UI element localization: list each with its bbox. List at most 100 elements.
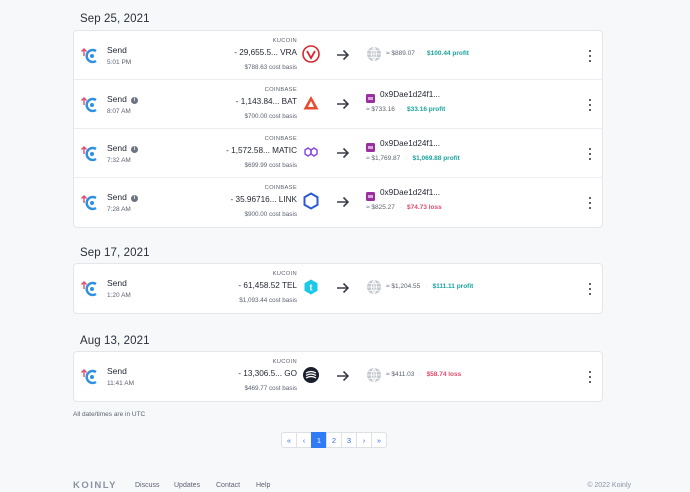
- next-page-button[interactable]: ›: [356, 432, 372, 448]
- transaction-amount: - 13,306.5... GO: [238, 369, 297, 378]
- destination-value: ≈ $825.27 · $74.73 loss: [366, 204, 442, 211]
- more-options-icon[interactable]: [587, 197, 593, 209]
- wallet-address[interactable]: 0x9Dae1d24f1...: [380, 188, 441, 197]
- footer-link-contact[interactable]: Contact: [216, 482, 241, 489]
- transaction-time: 11:41 AM: [107, 380, 134, 387]
- transaction-time: 1:20 AM: [107, 292, 131, 299]
- matic-coin-icon: [302, 143, 320, 161]
- date-header: Aug 13, 2021: [80, 335, 150, 347]
- svg-text:t: t: [310, 283, 313, 293]
- globe-icon: [366, 367, 382, 383]
- wallet-address[interactable]: 0x9Dae1d24f1...: [380, 139, 441, 148]
- transaction-amount: - 35.96716... LINK: [230, 195, 297, 204]
- date-header: Sep 17, 2021: [80, 247, 150, 259]
- profit-loss-value: $1,069.88 profit: [412, 155, 460, 162]
- transaction-type-text: Send: [107, 94, 127, 104]
- tel-coin-icon: t: [302, 278, 320, 296]
- destination-amount: ≈ $1,204.55: [386, 283, 421, 290]
- profit-loss-value: $74.73 loss: [407, 204, 442, 211]
- exchange-name: COINBASE: [264, 87, 297, 93]
- vra-coin-icon: [302, 45, 320, 63]
- transaction-amount: - 1,143.84... BAT: [235, 97, 297, 106]
- more-options-icon[interactable]: [587, 283, 593, 295]
- wallet-icon: [366, 188, 375, 201]
- transaction-type-label: Send i: [107, 143, 138, 153]
- info-icon[interactable]: i: [130, 97, 138, 104]
- page-1-button[interactable]: 1: [311, 432, 327, 448]
- transaction-type-text: Send: [107, 45, 127, 55]
- pagination: « ‹ 1 2 3 › »: [281, 432, 387, 448]
- transaction-type-label: Send: [107, 45, 127, 55]
- globe-icon: [366, 279, 382, 295]
- profit-loss-value: $111.11 profit: [432, 283, 474, 290]
- transaction-amount: - 29,655.5... VRA: [234, 48, 297, 57]
- transaction-row[interactable]: Send i 7:28 AM COINBASE - 35.96716... LINK $9…: [74, 178, 602, 227]
- page-2-button[interactable]: 2: [326, 432, 342, 448]
- footer-link-updates[interactable]: Updates: [174, 482, 201, 489]
- wallet-address[interactable]: 0x9Dae1d24f1...: [380, 90, 441, 99]
- destination-value: ≈ $1,769.87 · $1,069.88 profit: [366, 155, 460, 162]
- profit-loss-value: $100.44 profit: [427, 50, 469, 57]
- separator-dot: ·: [419, 50, 423, 57]
- prev-page-button[interactable]: ‹: [296, 432, 312, 448]
- profit-loss-value: $58.74 loss: [426, 371, 462, 378]
- wallet-icon: [366, 139, 375, 152]
- arrow-right-icon: [336, 48, 350, 62]
- send-type-icon: [81, 47, 101, 65]
- separator-dot: ·: [405, 155, 408, 162]
- arrow-right-icon: [336, 369, 350, 383]
- info-icon[interactable]: i: [130, 195, 138, 202]
- exchange-name: KUCOIN: [272, 38, 297, 44]
- wallet-icon: [366, 90, 375, 103]
- link-coin-icon: [302, 192, 320, 210]
- destination-amount: ≈ $1,769.87: [366, 155, 401, 162]
- separator-dot: ·: [399, 106, 403, 113]
- transaction-type-text: Send: [107, 278, 127, 288]
- transaction-row[interactable]: Send 5:01 PM KUCOIN - 29,655.5... VRA $788.6…: [74, 31, 602, 80]
- transaction-row[interactable]: Send 1:20 AM KUCOIN - 61,458.52 TEL $1,093.4…: [74, 264, 602, 313]
- transaction-amount: - 61,458.52 TEL: [238, 281, 297, 290]
- transaction-row[interactable]: Send i 7:32 AM COINBASE - 1,572.58... MATIC $…: [74, 129, 602, 178]
- cost-basis: $700.00 cost basis: [244, 113, 297, 120]
- destination-amount: ≈ $733.16: [366, 106, 395, 113]
- transaction-row[interactable]: Send 11:41 AM KUCOIN - 13,306.5... GO $469.7…: [74, 352, 602, 401]
- footer-link-discuss[interactable]: Discuss: [135, 482, 160, 489]
- last-page-button[interactable]: »: [371, 432, 387, 448]
- globe-icon: [366, 46, 382, 62]
- footer-link-help[interactable]: Help: [256, 482, 271, 489]
- page-3-button[interactable]: 3: [341, 432, 357, 448]
- info-icon[interactable]: i: [130, 146, 138, 153]
- more-options-icon[interactable]: [587, 371, 593, 383]
- more-options-icon[interactable]: [587, 50, 593, 62]
- more-options-icon[interactable]: [587, 99, 593, 111]
- transaction-time: 7:28 AM: [107, 206, 131, 213]
- transaction-time: 7:32 AM: [107, 157, 131, 164]
- transaction-time: 5:01 PM: [107, 59, 132, 66]
- transaction-type-text: Send: [107, 366, 127, 376]
- transaction-amount: - 1,572.58... MATIC: [226, 146, 297, 155]
- transaction-group-card: Send 5:01 PM KUCOIN - 29,655.5... VRA $788.6…: [73, 30, 603, 228]
- transaction-row[interactable]: Send i 8:07 AM COINBASE - 1,143.84... BAT $70…: [74, 80, 602, 129]
- separator-dot: ·: [419, 371, 422, 378]
- cost-basis: $699.99 cost basis: [244, 162, 297, 169]
- first-page-button[interactable]: «: [281, 432, 297, 448]
- footer-logo[interactable]: KOINLY: [73, 480, 118, 491]
- cost-basis: $900.00 cost basis: [244, 211, 297, 218]
- send-type-icon: [81, 96, 101, 114]
- send-type-icon: [81, 280, 101, 298]
- exchange-name: KUCOIN: [272, 359, 297, 365]
- go-coin-icon: [302, 366, 320, 384]
- transaction-group-card: Send 11:41 AM KUCOIN - 13,306.5... GO $469.7…: [73, 351, 603, 402]
- bat-coin-icon: [302, 94, 320, 112]
- destination-amount: ≈ $889.07: [386, 50, 415, 57]
- transaction-group-card: Send 1:20 AM KUCOIN - 61,458.52 TEL $1,093.4…: [73, 263, 603, 314]
- transaction-type-text: Send: [107, 143, 127, 153]
- destination-amount: ≈ $411.03: [386, 371, 415, 378]
- destination-value: ≈ $733.16 · $33.16 profit: [366, 106, 445, 113]
- arrow-right-icon: [336, 97, 350, 111]
- profit-loss-value: $33.16 profit: [407, 106, 446, 113]
- exchange-name: KUCOIN: [272, 271, 297, 277]
- exchange-name: COINBASE: [264, 136, 297, 142]
- more-options-icon[interactable]: [587, 148, 593, 160]
